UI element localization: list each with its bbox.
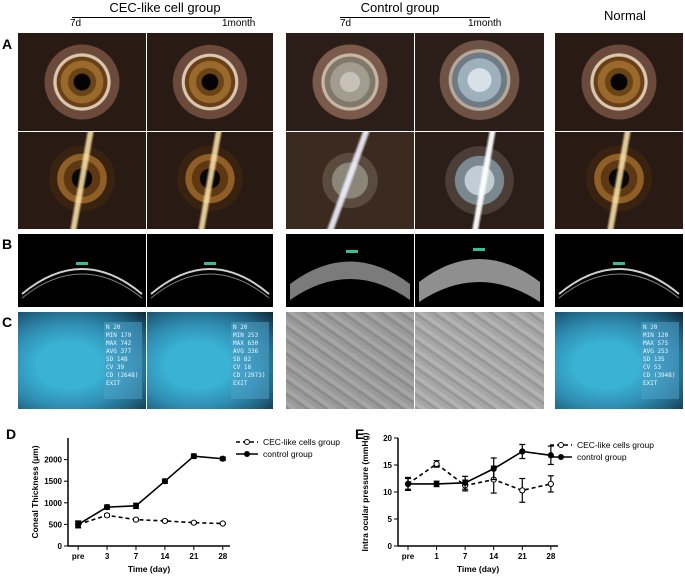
chart-d-x-tick-label: 3 bbox=[105, 552, 110, 561]
chart-d-series-control-point bbox=[190, 453, 197, 460]
photo-cec-7d-diffuse bbox=[18, 33, 146, 131]
chart-d-y-tick-label: 2000 bbox=[44, 456, 62, 465]
chart-e-y-tick-label: 20 bbox=[383, 434, 392, 443]
chart-e-x-tick-label: 14 bbox=[489, 552, 498, 561]
oct-control-1month bbox=[415, 234, 544, 307]
chart-d-series-control-point bbox=[219, 455, 226, 462]
panel-label-e: E bbox=[355, 426, 365, 442]
header-control-group: Control group bbox=[360, 0, 440, 15]
specular-readout-normal: N 20 MIN 120 MAX 575 AVG 253 SD 135 CV 53 CD… bbox=[641, 322, 679, 399]
chart-e-series-cec-legend-label: CEC-like cells group bbox=[577, 440, 654, 450]
header-cec-1month: 1month bbox=[222, 18, 256, 29]
specular-readout-cec-7d: N 20 MIN 179 MAX 742 AVG 377 SD 148 CV 39 CD… bbox=[104, 322, 142, 399]
chart-e-y-tick-label: 10 bbox=[383, 488, 392, 497]
specular-control-1month bbox=[415, 312, 544, 409]
photo-control-7d-slit bbox=[286, 132, 414, 229]
photo-normal-diffuse bbox=[555, 33, 683, 131]
chart-d-corneal-thickness: 0 500 1000 1500 2000 pre 3 7 14 21 28 Time (day) Con… bbox=[30, 437, 340, 574]
header-control-rule bbox=[340, 17, 490, 18]
chart-d-y-tick-label: 1500 bbox=[44, 477, 62, 486]
header-normal: Normal bbox=[604, 8, 646, 23]
chart-d-x-tick-label: pre bbox=[72, 552, 85, 561]
header-cec-rule bbox=[72, 17, 252, 18]
chart-d-x-axis-label: Time (day) bbox=[128, 564, 171, 574]
chart-e-y-tick-label: 5 bbox=[388, 515, 393, 524]
header-cec-7d: 7d bbox=[70, 18, 82, 29]
chart-d-series-control-line bbox=[77, 455, 223, 526]
chart-e-x-tick-label: pre bbox=[402, 552, 415, 561]
chart-e-series-control-legend-label: control group bbox=[577, 452, 627, 462]
chart-d-series-cec-point bbox=[103, 512, 111, 519]
chart-e-y-tick-label: 15 bbox=[383, 461, 392, 470]
photo-control-1month-diffuse bbox=[415, 33, 544, 131]
chart-d-y-axis-label: Coneal Thickness (μm) bbox=[30, 445, 40, 538]
chart-d-series-control-point bbox=[75, 521, 82, 528]
photo-cec-7d-slit bbox=[18, 132, 146, 229]
chart-d-series-cec-line bbox=[77, 514, 223, 526]
panel-label-c: C bbox=[2, 314, 13, 330]
specular-cec-1month: N 20 MIN 253 MAX 630 AVG 336 SD 82 CV 18 CD … bbox=[147, 312, 273, 409]
specular-readout-cec-1month: N 20 MIN 253 MAX 630 AVG 336 SD 82 CV 18 CD … bbox=[231, 322, 269, 399]
specular-normal: N 20 MIN 120 MAX 575 AVG 253 SD 135 CV 53 CD… bbox=[555, 312, 683, 409]
chart-d-series-cec-point bbox=[190, 519, 197, 526]
chart-d-x-tick-label: 7 bbox=[134, 552, 139, 561]
chart-e-series-cec-point bbox=[433, 460, 440, 468]
header-cec-group: CEC-like cell group bbox=[109, 0, 221, 15]
chart-d-series-cec-point bbox=[219, 520, 226, 527]
photo-control-7d-diffuse bbox=[286, 33, 414, 131]
chart-d-x-tick-label: 28 bbox=[218, 552, 227, 561]
oct-normal bbox=[555, 234, 683, 307]
chart-e-series-control-legend-marker bbox=[558, 454, 564, 460]
panel-label-b: B bbox=[2, 236, 13, 252]
oct-control-7d bbox=[286, 234, 414, 307]
chart-e-series-control-point bbox=[490, 465, 497, 472]
oct-cec-7d bbox=[18, 234, 146, 307]
chart-e-y-axis-label: Intra ocular pressure (mmHg) bbox=[360, 432, 370, 551]
chart-e-series-control-line bbox=[408, 450, 551, 485]
chart-d-y-tick-label: 1000 bbox=[44, 499, 62, 508]
chart-e-x-tick-label: 28 bbox=[546, 552, 555, 561]
specular-cec-7d: N 20 MIN 179 MAX 742 AVG 377 SD 148 CV 39 CD… bbox=[18, 312, 146, 409]
photo-control-1month-slit bbox=[415, 132, 544, 229]
chart-d-y-tick-label: 0 bbox=[58, 542, 63, 551]
panel-label-d: D bbox=[6, 426, 17, 442]
chart-d-series-cec-point bbox=[132, 516, 140, 523]
header-control-1month: 1month bbox=[468, 18, 502, 29]
chart-d-x-tick-label: 21 bbox=[189, 552, 198, 561]
chart-d-series-cec-point bbox=[161, 517, 169, 525]
chart-e-x-tick-label: 7 bbox=[463, 552, 468, 561]
chart-e-series-cec-legend-marker bbox=[558, 442, 564, 448]
chart-d-series-control-point bbox=[161, 478, 169, 485]
chart-e-x-tick-label: 21 bbox=[518, 552, 527, 561]
chart-e-intraocular-pressure: 0 5 10 15 20 pre 1 7 14 21 28 Time (day) Intra ocula… bbox=[360, 432, 654, 574]
chart-d-y-tick-label: 500 bbox=[49, 520, 63, 529]
photo-normal-slit bbox=[555, 132, 683, 229]
chart-e-y-tick-label: 0 bbox=[388, 542, 393, 551]
header-control-7d: 7d bbox=[340, 18, 352, 29]
chart-e-series-control-point bbox=[462, 479, 469, 486]
chart-e-series-control-point bbox=[433, 480, 440, 488]
chart-d-series-control-point bbox=[103, 504, 111, 511]
chart-e-series-cec-point bbox=[547, 480, 554, 488]
oct-cec-1month bbox=[147, 234, 273, 307]
chart-d-series-cec-legend-label: CEC-like cells group bbox=[263, 437, 340, 447]
photo-cec-1month-diffuse bbox=[147, 33, 273, 131]
chart-d-series-control-legend-marker bbox=[244, 451, 250, 457]
chart-d-x-tick-label: 14 bbox=[160, 552, 169, 561]
chart-e-series-cec-point bbox=[519, 487, 526, 494]
chart-d-series-cec-legend-marker bbox=[244, 439, 250, 445]
panel-label-a: A bbox=[2, 36, 13, 52]
chart-e-x-tick-label: 1 bbox=[434, 552, 439, 561]
chart-e-x-axis-label: Time (day) bbox=[457, 564, 500, 574]
specular-control-7d bbox=[286, 312, 414, 409]
chart-d-series-control-legend-label: control group bbox=[263, 449, 313, 459]
chart-d-series-control-point bbox=[132, 502, 140, 509]
photo-cec-1month-slit bbox=[147, 132, 273, 229]
chart-e-series-cec-line bbox=[407, 462, 552, 492]
chart-e-series-control-point bbox=[519, 448, 526, 455]
chart-e-series-control-point bbox=[404, 480, 412, 488]
